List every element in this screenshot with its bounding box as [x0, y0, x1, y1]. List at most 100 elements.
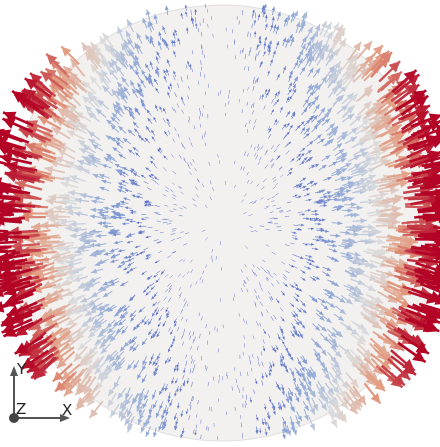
vector-glyph-arrowhead — [130, 168, 135, 172]
vector-glyph-arrowhead — [114, 363, 121, 371]
vector-glyph-arrowhead — [281, 363, 285, 368]
vector-glyph-arrowhead — [323, 201, 328, 205]
vector-glyph-arrowhead — [91, 199, 97, 204]
vector-glyph-shaft — [278, 167, 283, 171]
vector-glyph-arrowhead — [127, 38, 133, 45]
vector-glyph-arrowhead — [70, 58, 80, 69]
vector-glyph-shaft — [191, 50, 194, 55]
vector-glyph-arrowhead — [77, 139, 86, 147]
vector-glyph-arrowhead — [290, 371, 295, 376]
vector-glyph-arrowhead — [407, 236, 418, 246]
vector-glyph-shaft — [241, 49, 243, 54]
vector-glyph-shaft — [211, 249, 214, 253]
vector-glyph-arrowhead — [326, 267, 332, 271]
vector-glyph-arrowhead — [97, 259, 104, 264]
vector-glyph-arrowhead — [308, 258, 312, 261]
vector-glyph-arrowhead — [316, 238, 320, 242]
vector-glyph-shaft — [153, 212, 159, 214]
vector-glyph-shaft — [189, 368, 191, 374]
vector-glyph-arrowhead — [54, 156, 64, 164]
vector-glyph-arrowhead — [350, 53, 358, 63]
vector-glyph-shaft — [273, 272, 277, 276]
vector-glyph-shaft — [187, 95, 189, 100]
vector-glyph-arrowhead — [297, 153, 301, 157]
vector-glyph-arrowhead — [129, 170, 134, 174]
vector-glyph-arrowhead — [292, 314, 296, 318]
vector-glyph-arrowhead — [118, 172, 123, 176]
vector-glyph-arrowhead — [142, 365, 146, 371]
vector-glyph-shaft — [276, 280, 280, 285]
vector-glyph-arrowhead — [83, 239, 90, 245]
vector-glyph-shaft — [174, 92, 177, 98]
vector-glyph-shaft — [0, 211, 13, 215]
vector-glyph-shaft — [420, 205, 440, 212]
vector-glyph-arrowhead — [78, 243, 86, 250]
vector-glyph-shaft — [233, 160, 236, 165]
vector-glyph-arrowhead — [117, 264, 122, 268]
vector-glyph-arrowhead — [417, 105, 430, 116]
vector-glyph-shaft — [271, 251, 276, 255]
vector-glyph-shaft — [259, 284, 262, 288]
vector-glyph-shaft — [250, 180, 254, 185]
vector-glyph-arrowhead — [307, 381, 312, 387]
vector-glyph-arrowhead — [328, 410, 335, 419]
vector-glyph-arrowhead — [98, 285, 105, 291]
vector-glyph-arrowhead — [153, 14, 158, 19]
vector-glyph-arrowhead — [58, 108, 68, 117]
vector-glyph-arrowhead — [321, 403, 327, 411]
vector-glyph-arrowhead — [323, 336, 329, 342]
vector-glyph-shaft — [415, 274, 440, 282]
vector-glyph-arrowhead — [107, 327, 114, 334]
vector-glyph-arrowhead — [147, 118, 151, 122]
vector-glyph-arrowhead — [277, 74, 280, 78]
vector-glyph-shaft — [252, 264, 255, 268]
vector-glyph-shaft — [258, 281, 261, 285]
vector-glyph-shaft — [245, 400, 247, 406]
vector-glyph-arrowhead — [138, 308, 143, 313]
vector-glyph-arrowhead — [318, 53, 325, 61]
vector-glyph-arrowhead — [306, 56, 312, 62]
vector-glyph-shaft — [0, 205, 27, 213]
vector-glyph-shaft — [0, 229, 8, 233]
vector-glyph-arrowhead — [263, 4, 267, 8]
vector-glyph-arrowhead — [154, 78, 158, 83]
vector-glyph-arrowhead — [295, 237, 298, 240]
vector-glyph-shaft — [244, 122, 247, 128]
vector-glyph-arrowhead — [425, 321, 440, 333]
vector-glyph-arrowhead — [282, 434, 286, 439]
vector-glyph-arrowhead — [97, 310, 104, 316]
vector-glyph-arrowhead — [277, 155, 280, 159]
vector-glyph-arrowhead — [309, 42, 315, 50]
vector-glyph-arrowhead — [75, 386, 85, 395]
vector-glyph-arrowhead — [113, 103, 118, 109]
vector-glyph-arrowhead — [118, 125, 124, 131]
vector-glyph-arrowhead — [353, 163, 361, 170]
vector-glyph-arrowhead — [24, 142, 36, 153]
vector-glyph-arrowhead — [3, 111, 17, 123]
vector-glyph-shaft — [170, 238, 176, 241]
vector-glyph-arrowhead — [277, 336, 281, 340]
vector-glyph-shaft — [269, 296, 272, 302]
vector-glyph-arrowhead — [290, 11, 295, 18]
vector-glyph-shaft — [190, 269, 193, 274]
vector-glyph-arrowhead — [94, 338, 102, 345]
vector-glyph-arrowhead — [64, 225, 72, 232]
vector-glyph-shaft — [217, 348, 219, 353]
vector-glyph-arrowhead — [69, 232, 77, 239]
vector-glyph-arrowhead — [331, 398, 338, 407]
vector-glyph-arrowhead — [153, 432, 157, 438]
vector-glyph-arrowhead — [63, 332, 73, 341]
vector-glyph-arrowhead — [156, 412, 160, 418]
vector-glyph-shaft — [0, 213, 14, 217]
vector-glyph-shaft — [267, 333, 271, 339]
vector-glyph-shaft — [213, 376, 215, 381]
vector-glyph-arrowhead — [44, 166, 54, 174]
vector-glyph-shaft — [292, 254, 298, 257]
vector-glyph-arrowhead — [337, 221, 343, 226]
vector-glyph-arrowhead — [185, 11, 188, 15]
vector-glyph-shaft — [271, 98, 274, 104]
vector-glyph-arrowhead — [85, 52, 94, 61]
vector-glyph-shaft — [275, 120, 279, 126]
vector-glyph-arrowhead — [67, 75, 77, 85]
